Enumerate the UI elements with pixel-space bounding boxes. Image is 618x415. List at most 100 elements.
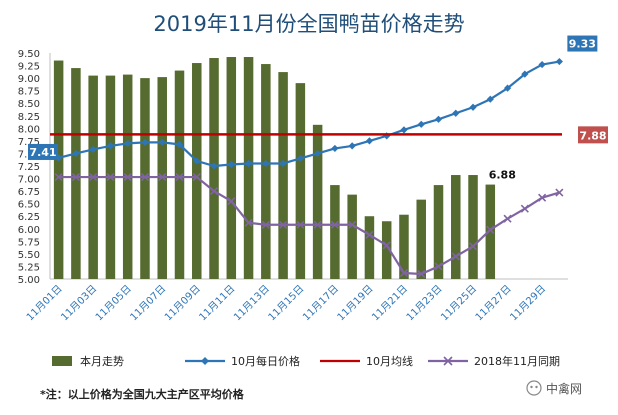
x-tick-label: 11月07日 [128,283,169,324]
bar-23 [433,185,444,279]
point-2018-11 [227,197,236,206]
point-2018-23 [434,262,443,271]
point-2018-8 [175,172,184,182]
y-tick-label: 9.25 [18,62,40,73]
watermark-logo-icon [526,380,542,396]
value-callout-label: 7.88 [579,129,606,142]
point-oct-28 [521,70,529,78]
point-oct-13 [262,159,270,168]
bar-24 [451,175,461,279]
x-tick-label: 11月15日 [266,283,307,324]
x-tick-label: 11月23日 [404,283,445,324]
bar-21 [399,214,409,279]
watermark-text: 中禽网 [546,381,582,396]
y-tick-label: 9.50 [18,49,40,60]
series-line-1 [58,60,560,168]
y-tick-label: 6.75 [18,187,40,198]
legend-marker-diamond [201,357,209,365]
bar-8 [174,70,185,279]
point-oct-10 [210,162,218,170]
value-callout-label: 9.33 [569,38,596,51]
bar-22 [416,199,426,279]
point-oct-17 [331,144,339,153]
bar-14 [278,72,288,279]
x-tick-label: 11月25日 [439,283,480,324]
point-2018-19 [365,230,374,239]
point-oct-23 [434,115,443,123]
y-tick-label: 8.00 [18,124,40,135]
y-tick-label: 7.25 [18,162,40,173]
point-2018-5 [123,172,132,182]
point-oct-19 [365,137,374,145]
point-2018-24 [451,252,460,261]
value-callout-box [28,143,58,160]
point-oct-29 [538,60,546,69]
point-oct-2 [72,149,80,158]
legend-swatch-bar [52,356,72,366]
point-oct-27 [503,84,512,92]
bar-20 [381,221,392,279]
value-callout-box [567,35,598,52]
point-2018-9 [192,172,201,182]
y-tick-label: 8.50 [18,99,40,110]
bar-6 [140,78,150,279]
point-oct-15 [296,154,304,163]
point-oct-12 [244,159,253,168]
point-oct-26 [486,95,494,103]
y-tick-label: 6.00 [18,225,40,236]
chart-title: 2019年11月份全国鸭苗价格走势 [153,12,464,36]
point-oct-7 [158,138,166,146]
bar-1 [53,60,64,280]
point-2018-26 [486,225,495,234]
point-2018-28 [520,204,529,213]
y-tick-label: 9.00 [18,74,40,85]
x-tick-label: 11月09日 [162,283,203,324]
bar-18 [347,194,357,279]
point-2018-7 [158,172,167,182]
point-2018-15 [296,220,305,229]
y-tick-label: 5.50 [18,250,40,261]
x-tick-label: 11月27日 [473,283,514,324]
point-2018-14 [279,220,288,229]
point-2018-18 [348,220,357,229]
x-tick-label: 11月11日 [197,283,238,324]
legend-label: 2018年11月同期 [474,354,560,368]
point-2018-29 [538,193,547,202]
y-tick-label: 8.25 [18,112,40,123]
x-tick-label: 11月13日 [231,283,272,324]
x-tick-label: 11月03日 [59,283,100,324]
point-2018-16 [313,220,322,229]
bar-15 [295,83,306,279]
bar-12 [243,57,254,279]
bar-25 [468,175,478,279]
point-2018-3 [89,172,98,182]
point-2018-17 [330,220,339,229]
watermark-logo-icon [535,385,538,389]
bar-13 [261,64,271,279]
y-tick-label: 7.00 [18,175,40,186]
point-2018-13 [261,220,270,229]
bar-16 [312,124,323,279]
watermark-logo-icon [530,385,533,389]
bar-9 [192,63,202,279]
x-tick-label: 11月21日 [369,283,410,324]
point-2018-20 [382,241,391,250]
point-oct-3 [89,145,97,154]
series-line-3 [58,175,560,276]
legend-label: 10月均线 [366,354,413,368]
legend-label: 10月每日价格 [231,354,300,368]
point-oct-25 [469,103,477,111]
point-2018-4 [106,172,115,182]
x-tick-label: 11月19日 [335,283,376,324]
point-2018-6 [140,172,150,182]
point-oct-5 [124,139,132,147]
point-oct-24 [452,109,460,117]
y-tick-label: 6.25 [18,212,40,223]
bar-data-label: 6.88 [489,169,516,182]
point-oct-6 [141,138,149,146]
legend-marker-x [443,356,453,366]
x-tick-label: 11月29日 [508,283,549,324]
point-oct-8 [175,140,184,149]
y-tick-label: 6.50 [18,200,40,211]
